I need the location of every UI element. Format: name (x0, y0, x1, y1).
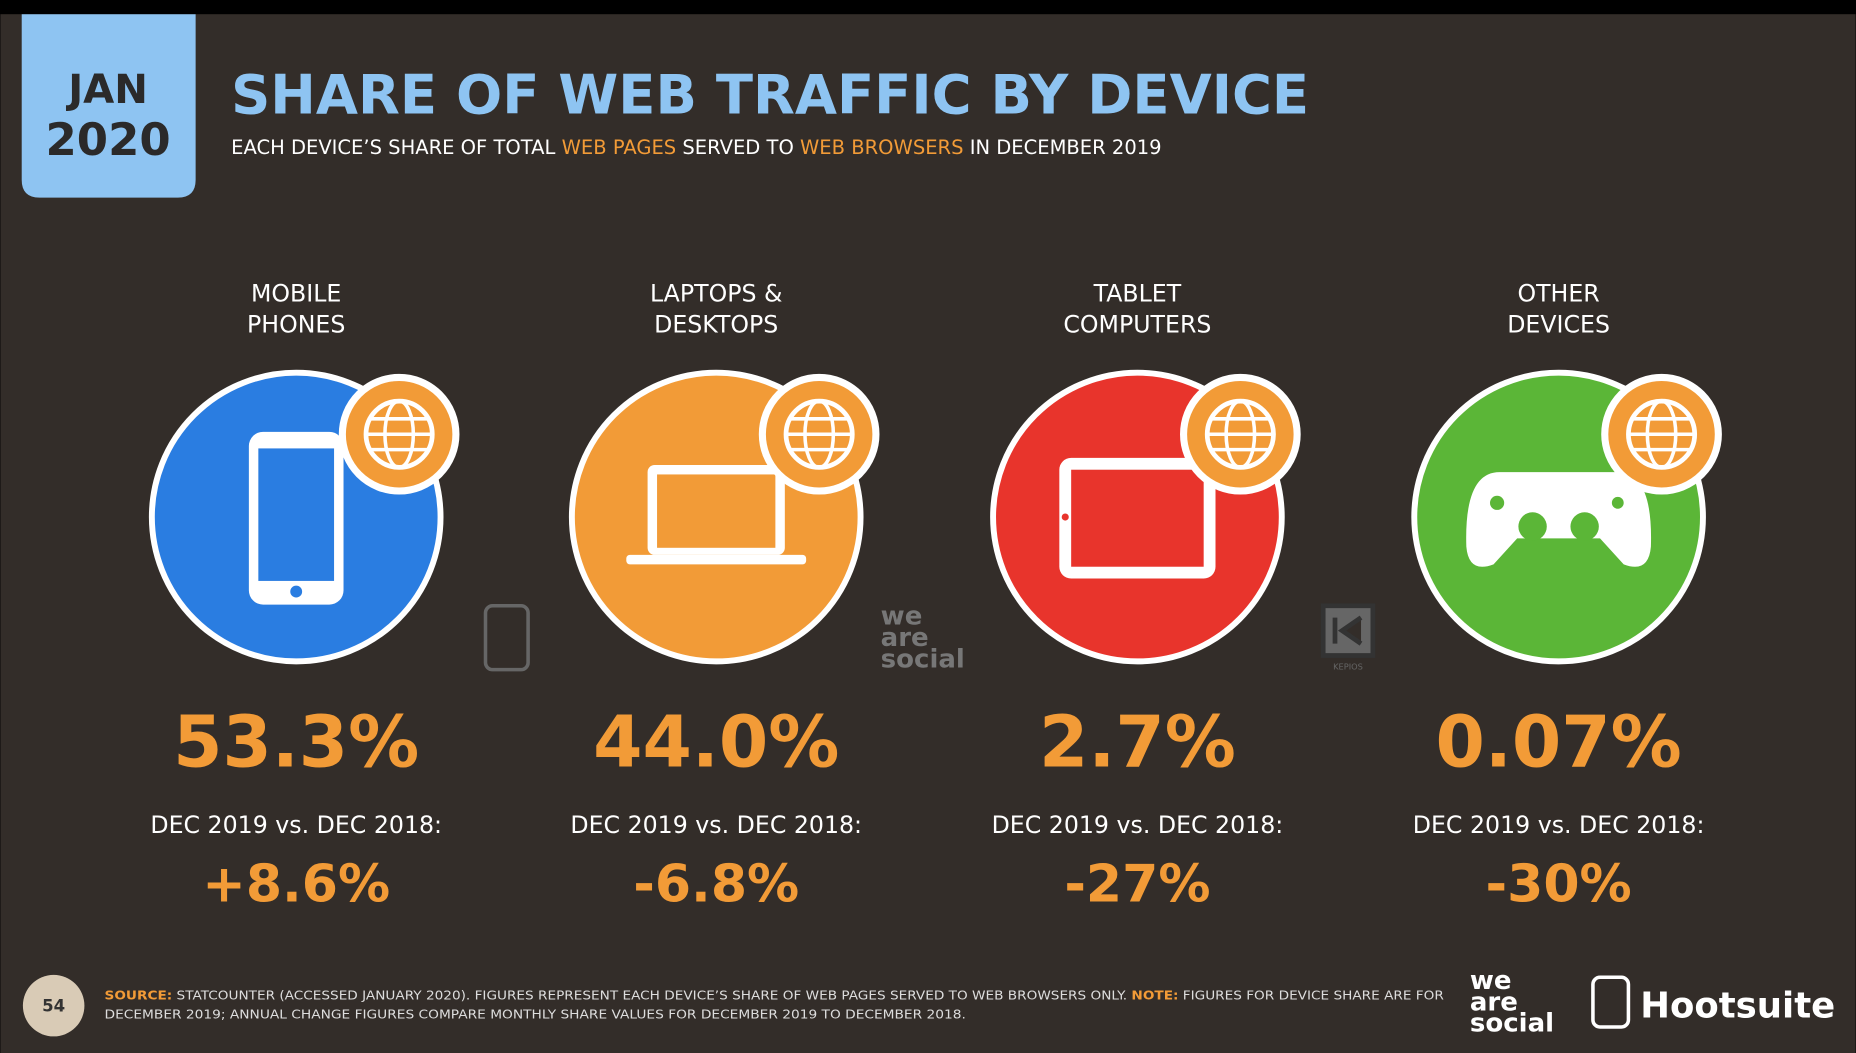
subtitle: EACH DEVICE’S SHARE OF TOTAL WEB PAGES S… (231, 136, 1161, 159)
laptop-screen (657, 474, 776, 548)
subtitle-part: SERVED TO (676, 136, 800, 159)
source-part: SOURCE: (105, 988, 173, 1003)
gamepad-btn (1611, 496, 1624, 509)
watermark-kepios-mark (1320, 603, 1376, 658)
source-part: STATCOUNTER (ACCESSED JANUARY 2020). FIG… (172, 988, 1131, 1003)
device-label: MOBILE (251, 280, 341, 308)
date-month: JAN (65, 67, 148, 113)
page-number: 54 (42, 997, 65, 1016)
share-value: 2.7% (1039, 701, 1236, 784)
gamepad-btn (1489, 495, 1505, 510)
globe (1628, 417, 1695, 452)
change-value: -27% (1064, 855, 1210, 915)
logo-owl (1591, 975, 1631, 1029)
source-part: NOTE: (1131, 988, 1178, 1003)
subtitle-part: EACH DEVICE’S SHARE OF TOTAL (231, 136, 561, 159)
source-line: SOURCE: STATCOUNTER (ACCESSED JANUARY 20… (105, 988, 1445, 1003)
share-value: 44.0% (593, 701, 839, 784)
date-year: 2020 (46, 113, 171, 166)
change-value: -30% (1486, 855, 1632, 915)
watermark-kepios: KEPIOS (1333, 662, 1363, 672)
subtitle-part: WEB BROWSERS (800, 136, 964, 159)
gamepad-icon (1466, 472, 1652, 567)
change-label: DEC 2019 vs. DEC 2018: (992, 811, 1284, 839)
device-label: PHONES (247, 310, 345, 338)
logo-was: are (1470, 987, 1518, 1017)
subtitle-part: IN DECEMBER 2019 (964, 136, 1162, 159)
page-badge (22, 974, 85, 1037)
watermark-hootsuite (483, 603, 530, 672)
device-label: LAPTOPS & (650, 280, 783, 308)
phone-button (290, 585, 303, 598)
change-value: -6.8% (633, 855, 799, 915)
device-label: DESKTOPS (654, 310, 778, 338)
source-line: DECEMBER 2019; ANNUAL CHANGE FIGURES COM… (105, 1007, 966, 1022)
tablet-screen (1071, 469, 1204, 567)
device-label: DEVICES (1507, 310, 1610, 338)
globe (786, 417, 853, 452)
globe (1207, 417, 1274, 452)
share-value: 53.3% (173, 701, 419, 784)
watermark-was: social (881, 644, 965, 674)
watermark-was: we (881, 602, 923, 632)
phone-screen (258, 448, 335, 581)
device-label: TABLET (1093, 280, 1182, 308)
change-label: DEC 2019 vs. DEC 2018: (1413, 811, 1705, 839)
laptop-base (626, 554, 807, 565)
date-tab (21, 14, 196, 198)
globe (366, 417, 433, 452)
change-value: +8.6% (202, 855, 390, 915)
logo-was: social (1470, 1009, 1554, 1039)
change-label: DEC 2019 vs. DEC 2018: (150, 811, 442, 839)
logo-was: we (1470, 966, 1512, 996)
share-value: 0.07% (1436, 701, 1682, 784)
watermark-was: are (881, 623, 929, 653)
title: SHARE OF WEB TRAFFIC BY DEVICE (231, 63, 1309, 127)
gamepad-stick (1518, 512, 1547, 541)
subtitle-part: WEB PAGES (562, 136, 677, 159)
device-label: COMPUTERS (1063, 310, 1211, 338)
change-label: DEC 2019 vs. DEC 2018: (570, 811, 862, 839)
device-label: OTHER (1517, 280, 1599, 308)
source-part: FIGURES FOR DEVICE SHARE ARE FOR (1178, 988, 1444, 1003)
gamepad-stick (1570, 512, 1599, 541)
tablet-button (1061, 513, 1069, 521)
logo-hootsuite: Hootsuite (1640, 986, 1835, 1027)
